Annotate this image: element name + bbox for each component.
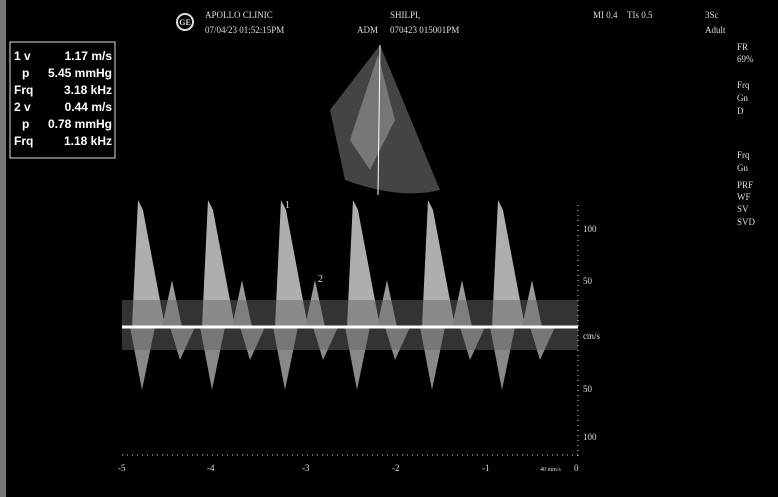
side-label: D [737, 106, 744, 116]
measurement-label: 1 v [14, 49, 31, 63]
side-label: Gn [737, 93, 748, 103]
preset: Adult [705, 25, 726, 35]
side-label: WF [737, 192, 751, 202]
operator: ADM [357, 25, 378, 35]
measurement-value: 1.18 kHz [64, 134, 112, 148]
measurement-value: 5.45 mmHg [48, 66, 112, 80]
measurement-label: Frq [14, 134, 33, 148]
clinic-datetime: 07/04/23 01:52:15PM [205, 25, 284, 35]
time-label: -4 [207, 463, 215, 473]
scale-label: 100 [583, 432, 597, 442]
side-label: Frq [737, 150, 750, 160]
side-label: PRF [737, 180, 753, 190]
logo: GE [179, 18, 191, 27]
measurement-label: Frq [14, 83, 33, 97]
side-label: FR [737, 42, 748, 52]
side-label: Gn [737, 163, 748, 173]
measurement-label: 2 v [14, 100, 31, 114]
patient: SHILPI, [390, 10, 420, 20]
left-edge [0, 0, 6, 497]
clinic: APOLLO CLINIC [205, 10, 273, 20]
marker: 2 [318, 274, 323, 285]
measurement-value: 0.78 mmHg [48, 117, 112, 131]
time-label: -5 [118, 463, 126, 473]
tis: TIs 0.5 [627, 10, 653, 20]
time-label: 0 [574, 463, 579, 473]
measurement-value: 1.17 m/s [65, 49, 113, 63]
time-label: -1 [482, 463, 490, 473]
side-label: 69% [737, 54, 754, 64]
scale-label: 50 [583, 276, 593, 286]
probe: 3Sc [705, 10, 719, 20]
display: GE APOLLO CLINIC 07/04/23 01:52:15PM ADM… [0, 0, 778, 497]
side-label: SV [737, 204, 749, 214]
measurement-label: p [22, 117, 29, 131]
side-label: SVD [737, 217, 756, 227]
mi: MI 0.4 [593, 10, 618, 20]
measurement-value: 3.18 kHz [64, 83, 112, 97]
scale-label: 100 [583, 224, 597, 234]
scale-label: 50 [583, 384, 593, 394]
patient-id: 070423 015001PM [390, 25, 459, 35]
measurement-label: p [22, 66, 29, 80]
time-label: -3 [302, 463, 310, 473]
ultrasound-screen: GE APOLLO CLINIC 07/04/23 01:52:15PM ADM… [0, 0, 778, 497]
scale-label: cm/s [583, 331, 600, 341]
spectrum [122, 200, 578, 390]
sweep-speed: 40 mm/s [540, 467, 562, 473]
time-label: -2 [392, 463, 400, 473]
measurement-value: 0.44 m/s [65, 100, 113, 114]
side-panel: FR 69% Frq Gn D Frq Gn PRF WF SV SVD [737, 42, 756, 227]
side-label: Frq [737, 80, 750, 90]
marker: 1 [285, 200, 290, 211]
spectrum-noise [122, 300, 578, 350]
